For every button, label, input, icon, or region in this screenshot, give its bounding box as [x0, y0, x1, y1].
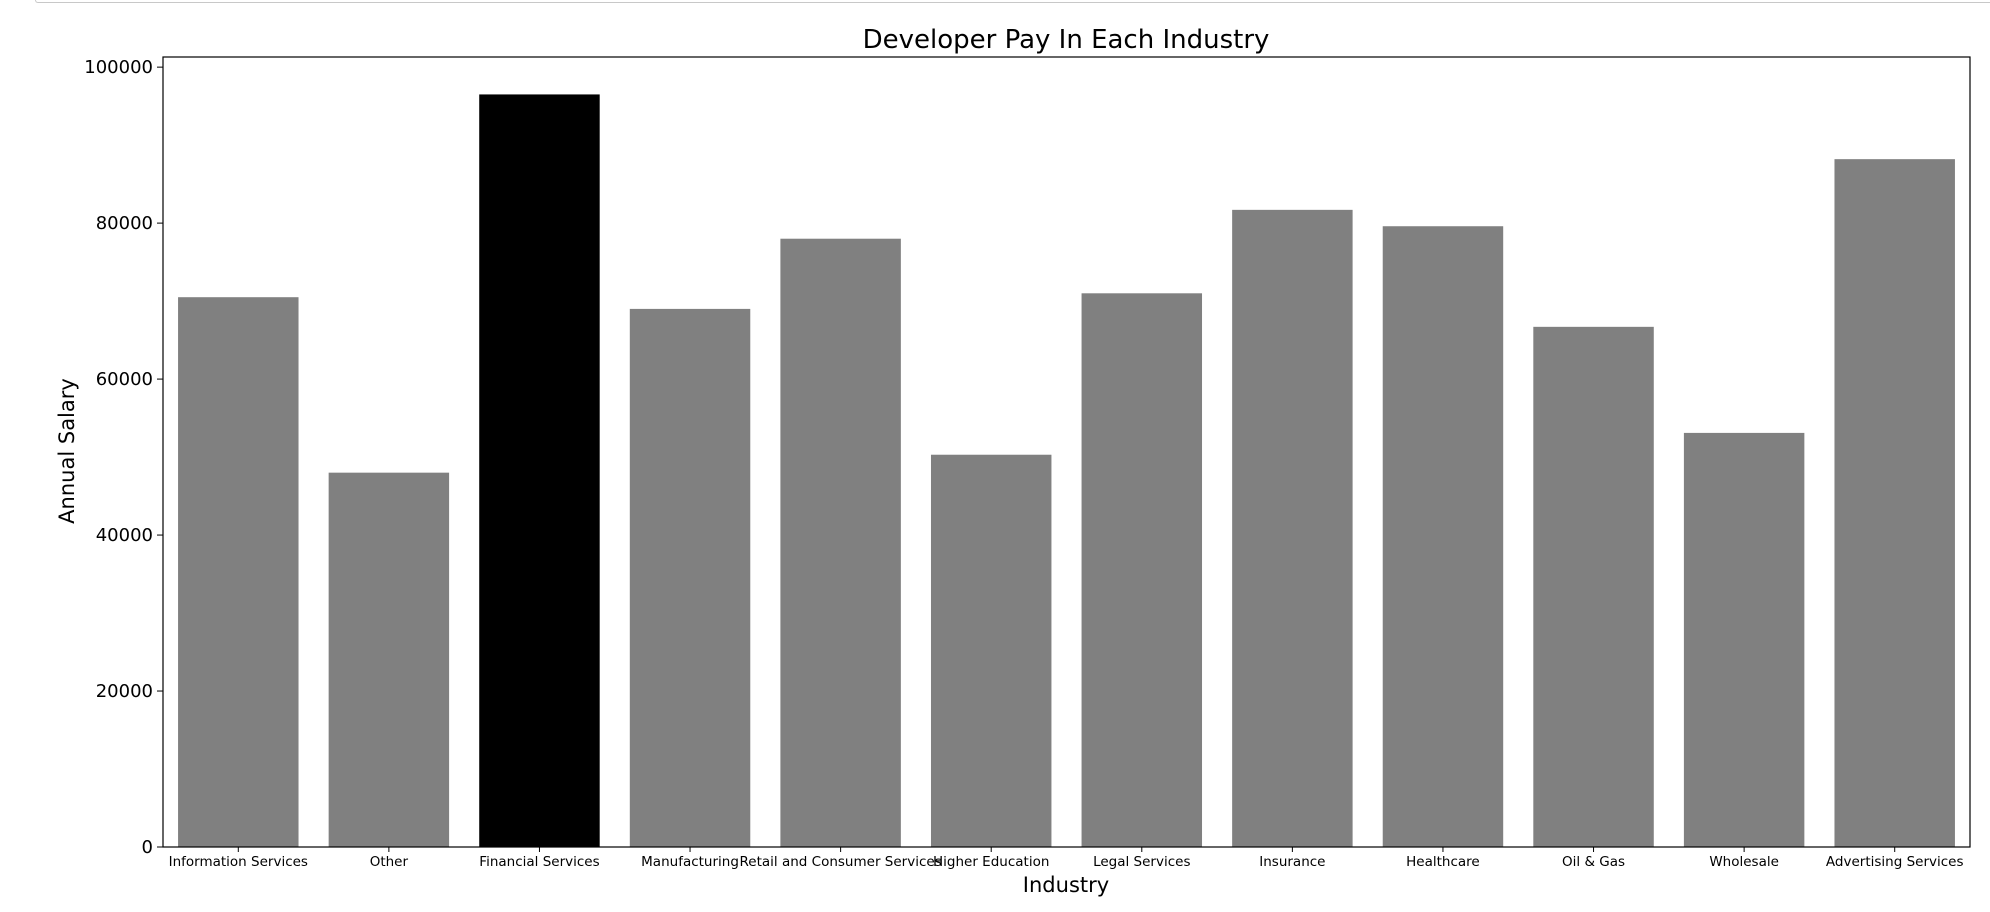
x-tick-label: Insurance [1259, 854, 1325, 870]
bar [780, 238, 901, 848]
x-tick-label: Oil & Gas [1562, 854, 1625, 870]
bar [1533, 326, 1654, 848]
bar [178, 297, 299, 848]
x-axis: Information Services Other Financial Servi… [169, 847, 1964, 870]
x-tick-label: Healthcare [1406, 854, 1480, 870]
x-tick-label: Legal Services [1093, 854, 1190, 870]
y-tick-label: 0 [142, 837, 153, 858]
plot-frame [162, 56, 1971, 848]
bar [328, 472, 450, 847]
y-tick-label: 80000 [96, 213, 153, 234]
chart-title: Developer Pay In Each Industry [863, 25, 1270, 55]
y-tick-label: 100000 [84, 57, 153, 78]
y-tick-label: 60000 [96, 369, 153, 390]
bar [479, 94, 600, 848]
bar [930, 454, 1052, 847]
window-frame-edge [35, 0, 1990, 3]
bar [1834, 159, 1955, 848]
x-tick-label: Wholesale [1709, 854, 1779, 870]
bars-group [178, 94, 1955, 848]
bar [1081, 293, 1203, 848]
y-tick-label: 40000 [96, 525, 153, 546]
x-tick-label: Manufacturing [641, 854, 739, 870]
x-tick-label: Higher Education [933, 854, 1049, 870]
y-axis-label: Annual Salary [55, 378, 79, 524]
x-axis-label: Industry [1023, 873, 1109, 897]
y-axis: 0 20000 40000 60000 80000 100000 [84, 57, 163, 858]
x-tick-label: Other [370, 854, 409, 870]
bar [629, 308, 751, 847]
x-tick-label: Retail and Consumer Services [740, 854, 942, 870]
y-tick-label: 20000 [96, 681, 153, 702]
x-tick-label: Advertising Services [1826, 854, 1964, 870]
x-tick-label: Financial Services [479, 854, 599, 870]
bar [1232, 209, 1353, 847]
bar [1382, 226, 1504, 848]
bar [1683, 432, 1805, 847]
x-tick-label: Information Services [169, 854, 308, 870]
